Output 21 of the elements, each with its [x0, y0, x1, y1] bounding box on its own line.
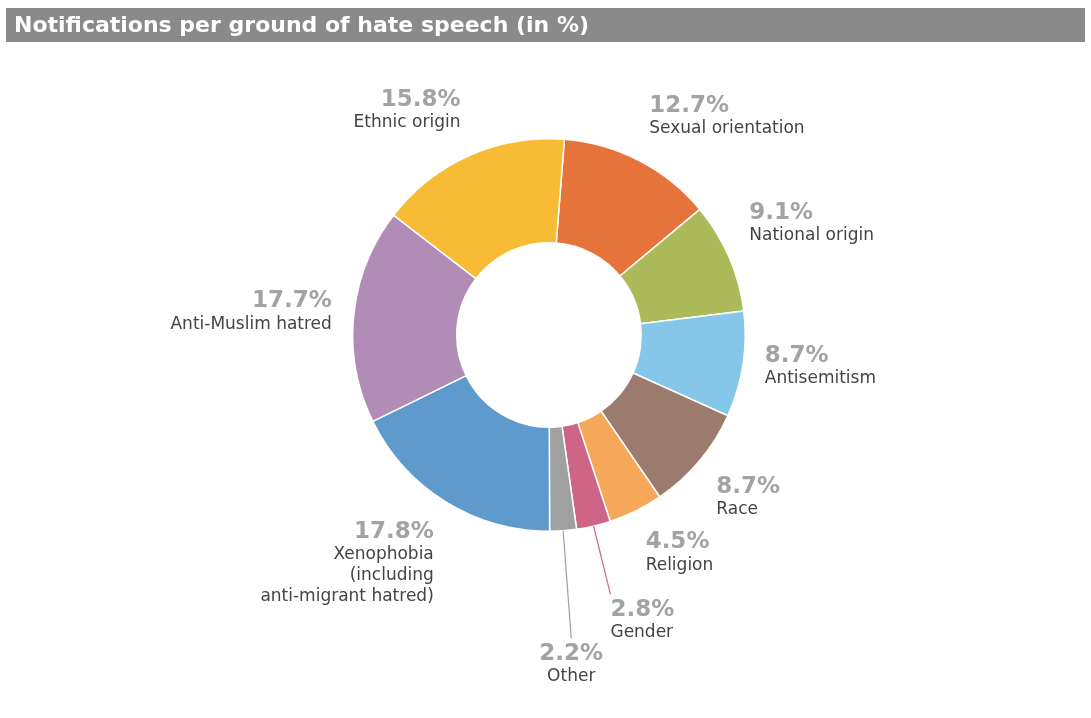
slice-label: Anti-Muslim hatred — [170, 312, 332, 333]
slice-label: Xenophobia (including anti-migrant hatred) — [260, 543, 434, 606]
data-label: 17.8% — [354, 516, 434, 543]
slice-label: Ethnic origin — [353, 111, 461, 132]
data-label: 17.7% — [252, 286, 332, 313]
data-label: 9.1% — [749, 197, 814, 224]
data-label: 2.8% — [610, 594, 675, 621]
slice-label: National origin — [749, 224, 874, 245]
slice-label: Sexual orientation — [649, 117, 805, 138]
slice-label: Gender — [610, 621, 674, 642]
data-label: 15.8% — [380, 84, 461, 111]
slice-label: Other — [547, 665, 596, 686]
chart-title: Notifications per ground of hate speech (in %) — [6, 8, 1085, 42]
slice-label: Race — [716, 498, 758, 519]
slice-label: Antisemitism — [764, 367, 876, 388]
data-label: 2.2% — [539, 638, 604, 665]
slice-label: Religion — [645, 553, 714, 574]
data-label: 4.5% — [645, 527, 710, 554]
data-label: 8.7% — [716, 471, 781, 498]
data-label: 8.7% — [764, 340, 829, 367]
data-label: 12.7% — [649, 90, 730, 117]
